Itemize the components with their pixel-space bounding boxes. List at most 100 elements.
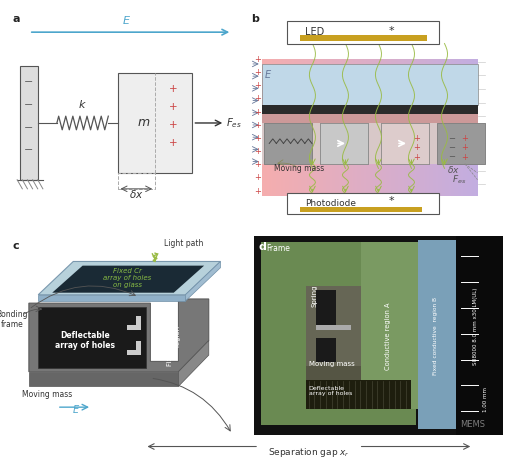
Text: +: + [255, 68, 261, 77]
Text: +: + [413, 143, 420, 152]
Bar [300, 35, 427, 41]
Bar [299, 60, 302, 196]
Bar [316, 338, 336, 362]
Text: −: − [24, 145, 33, 155]
Bar [458, 60, 460, 196]
Bar [422, 60, 424, 196]
Bar [319, 60, 322, 196]
Text: *: * [389, 196, 394, 206]
Bar [307, 60, 309, 196]
Bar [412, 60, 415, 196]
Text: Fixed Cr
array of holes
on glass: Fixed Cr array of holes on glass [103, 268, 151, 288]
Bar [276, 60, 278, 196]
Bar [454, 60, 457, 196]
Bar [395, 60, 397, 196]
Bar [316, 325, 351, 330]
Bar [264, 123, 312, 164]
Bar [269, 60, 271, 196]
Text: Bonding
frame: Bonding frame [0, 310, 28, 330]
Text: Photodiode: Photodiode [305, 199, 356, 208]
Bar [262, 105, 478, 114]
Bar [361, 243, 418, 409]
Bar [341, 60, 343, 196]
Bar [475, 60, 478, 196]
Bar [434, 60, 437, 196]
Bar [472, 60, 474, 196]
Bar [262, 114, 478, 123]
Polygon shape [52, 266, 204, 293]
Text: +: + [255, 174, 261, 183]
Bar [437, 123, 485, 164]
Bar [468, 60, 471, 196]
Bar [467, 60, 469, 196]
Bar [292, 60, 295, 196]
Bar [378, 60, 381, 196]
Bar [334, 60, 336, 196]
Text: −: − [449, 134, 456, 143]
Bar [447, 60, 449, 196]
Text: LED: LED [305, 27, 324, 37]
Bar [398, 60, 401, 196]
Bar [278, 60, 280, 196]
Text: $E$: $E$ [122, 14, 132, 26]
Bar [377, 60, 379, 196]
Bar [461, 60, 464, 196]
Bar [19, 66, 38, 180]
Bar [393, 60, 395, 196]
Text: d: d [259, 243, 267, 253]
Bar [274, 60, 276, 196]
Bar [264, 123, 312, 164]
Bar [397, 60, 399, 196]
Bar [354, 60, 356, 196]
Bar [118, 173, 155, 189]
Polygon shape [38, 307, 146, 368]
Bar [289, 60, 291, 196]
Bar [381, 123, 429, 164]
Text: +: + [413, 134, 420, 143]
Bar [348, 60, 351, 196]
Bar [380, 60, 383, 196]
Text: *: * [389, 26, 394, 36]
Bar [272, 60, 275, 196]
Bar [330, 60, 332, 196]
Text: +: + [170, 84, 178, 94]
Text: −: − [24, 77, 33, 87]
Bar [287, 21, 439, 44]
Text: $F_{es}$: $F_{es}$ [227, 116, 242, 130]
Bar [359, 60, 361, 196]
Bar [287, 60, 289, 196]
Text: MEMS: MEMS [488, 114, 497, 141]
Text: +: + [170, 102, 178, 112]
Bar [325, 60, 327, 196]
Text: +: + [255, 134, 261, 143]
Bar [262, 243, 416, 286]
Bar [384, 60, 386, 196]
Bar [296, 60, 298, 196]
Bar [389, 60, 392, 196]
Text: $F_{es}$: $F_{es}$ [452, 173, 466, 185]
Text: +: + [255, 147, 261, 156]
Bar [371, 60, 374, 196]
Bar [279, 60, 282, 196]
Bar [436, 60, 438, 196]
Text: 1.00 mm: 1.00 mm [483, 387, 488, 412]
Polygon shape [185, 262, 220, 301]
Text: Conductive region A: Conductive region A [386, 302, 392, 369]
Bar [262, 243, 306, 425]
Bar [441, 60, 444, 196]
Bar [265, 60, 268, 196]
Bar [267, 60, 269, 196]
Bar [443, 60, 446, 196]
Bar [306, 366, 411, 409]
Bar [361, 60, 363, 196]
Bar [429, 60, 431, 196]
Bar [362, 60, 365, 196]
Bar [427, 60, 429, 196]
Text: +: + [255, 107, 261, 116]
Bar [465, 60, 467, 196]
Bar [425, 60, 428, 196]
Text: −: − [449, 143, 456, 152]
Bar [332, 60, 334, 196]
Bar [127, 350, 141, 355]
Bar [321, 60, 323, 196]
